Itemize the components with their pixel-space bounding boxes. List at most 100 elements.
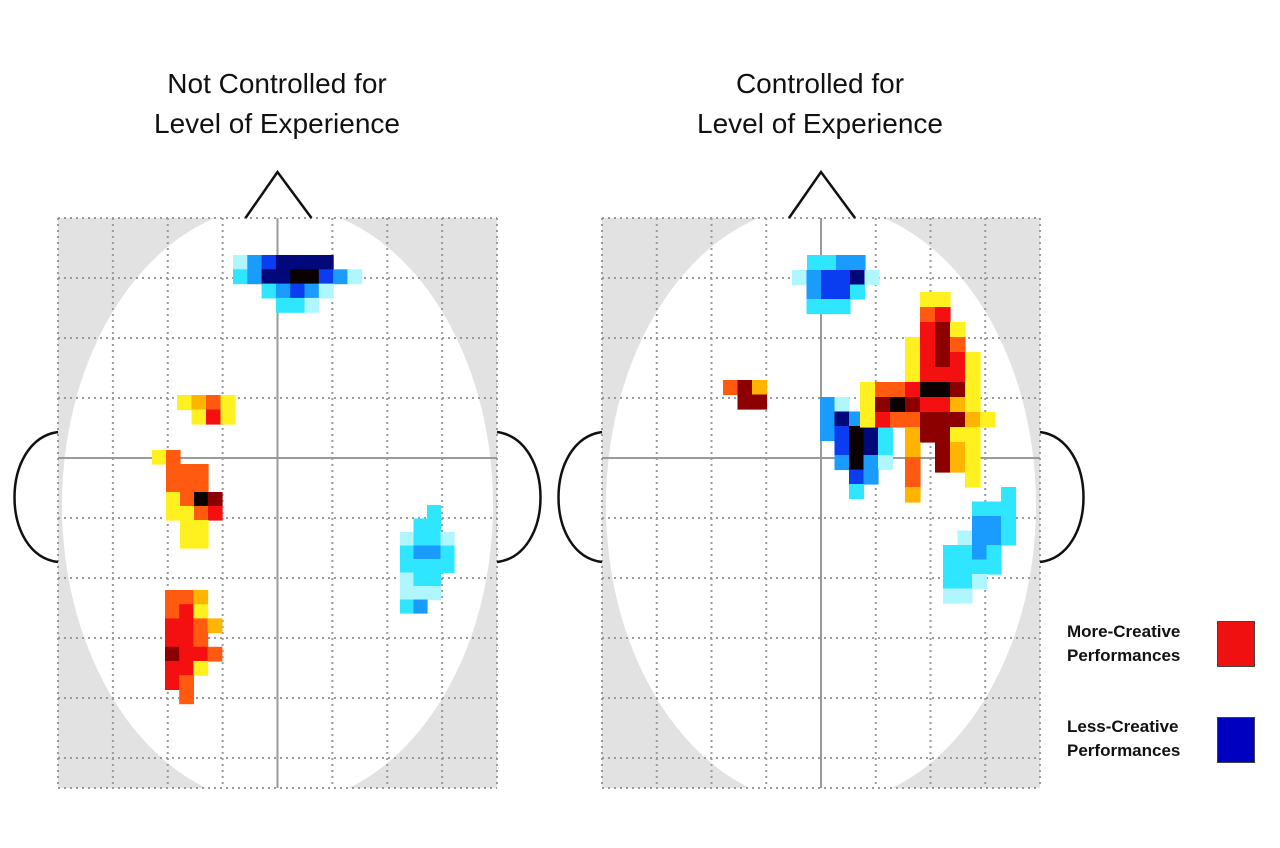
voxel xyxy=(193,632,209,648)
voxel xyxy=(950,382,966,398)
voxel xyxy=(427,532,442,547)
voxel xyxy=(943,588,959,604)
voxel xyxy=(194,534,209,549)
voxel xyxy=(400,559,415,574)
voxel xyxy=(905,367,921,383)
voxel xyxy=(347,269,363,285)
voxel xyxy=(972,545,988,561)
voxel xyxy=(905,487,921,503)
voxel xyxy=(920,322,936,338)
voxel xyxy=(179,604,194,619)
legend-less-creative-label: Less-Creative Performances xyxy=(1067,715,1180,763)
voxel xyxy=(860,382,876,398)
nose-outline xyxy=(787,169,857,219)
voxel xyxy=(1001,501,1017,517)
voxel xyxy=(165,646,180,662)
voxel xyxy=(820,426,836,442)
voxel xyxy=(950,337,966,353)
voxel xyxy=(834,426,850,442)
cluster-blue-frontal xyxy=(807,255,866,271)
voxel xyxy=(177,395,193,411)
voxel xyxy=(864,270,880,286)
voxel xyxy=(835,299,851,315)
voxel xyxy=(905,442,921,458)
voxel xyxy=(413,586,428,601)
voxel xyxy=(413,518,428,533)
left-ear-outline xyxy=(557,430,603,564)
voxel xyxy=(333,269,348,285)
voxel xyxy=(950,352,966,368)
voxel xyxy=(179,590,194,605)
voxel xyxy=(834,455,850,471)
voxel xyxy=(890,382,906,398)
voxel xyxy=(920,367,936,383)
voxel xyxy=(875,382,891,398)
voxel xyxy=(863,426,879,442)
voxel xyxy=(806,284,822,300)
voxel xyxy=(943,574,959,590)
voxel xyxy=(935,382,951,398)
voxel xyxy=(207,646,223,662)
voxel xyxy=(863,440,879,456)
voxel xyxy=(194,520,209,535)
voxel xyxy=(440,532,455,547)
voxel xyxy=(166,450,181,465)
voxel xyxy=(905,352,921,368)
voxel xyxy=(193,590,209,605)
title-line: Not Controlled for xyxy=(167,68,387,99)
voxel xyxy=(304,255,320,270)
voxel xyxy=(834,440,850,456)
legend-less-creative-swatch xyxy=(1217,717,1255,763)
voxel xyxy=(957,574,973,590)
voxel xyxy=(275,297,291,313)
voxel xyxy=(400,572,415,587)
voxel xyxy=(972,530,988,546)
panel-left xyxy=(13,169,542,789)
voxel xyxy=(965,442,981,458)
panel-left-title: Not Controlled for Level of Experience xyxy=(67,64,487,144)
legend-line: Less-Creative xyxy=(1067,717,1179,736)
voxel xyxy=(965,412,981,428)
voxel xyxy=(427,518,442,533)
voxel xyxy=(935,427,951,443)
voxel xyxy=(166,492,181,507)
legend-line: Performances xyxy=(1067,646,1181,665)
voxel xyxy=(920,397,936,413)
voxel xyxy=(194,492,209,507)
voxel xyxy=(935,442,951,458)
voxel xyxy=(165,675,180,690)
voxel xyxy=(905,472,921,488)
voxel xyxy=(863,455,879,471)
cluster-red-central xyxy=(152,450,223,549)
voxel xyxy=(318,283,334,299)
voxel xyxy=(427,559,442,574)
panel-right xyxy=(557,169,1085,789)
cluster-red-posterior xyxy=(165,590,223,705)
voxel xyxy=(821,255,837,271)
right-ear-outline xyxy=(496,430,542,564)
voxel xyxy=(863,469,879,485)
voxel xyxy=(1001,516,1017,532)
voxel xyxy=(965,367,981,383)
title-line: Level of Experience xyxy=(154,108,400,139)
voxel xyxy=(820,411,836,427)
voxel xyxy=(166,478,181,493)
voxel xyxy=(152,450,167,465)
voxel xyxy=(165,632,180,648)
voxel xyxy=(821,284,837,300)
voxel xyxy=(957,530,973,546)
voxel xyxy=(413,545,428,560)
voxel xyxy=(850,255,866,271)
voxel xyxy=(400,545,415,560)
voxel xyxy=(890,412,906,428)
voxel xyxy=(193,661,209,676)
voxel xyxy=(179,646,194,662)
voxel xyxy=(950,412,966,428)
voxel xyxy=(986,559,1002,575)
voxel xyxy=(427,586,442,601)
voxel xyxy=(950,397,966,413)
voxel xyxy=(878,455,894,471)
voxel xyxy=(400,532,415,547)
voxel xyxy=(905,457,921,473)
cluster-cyan-right xyxy=(943,487,1017,604)
